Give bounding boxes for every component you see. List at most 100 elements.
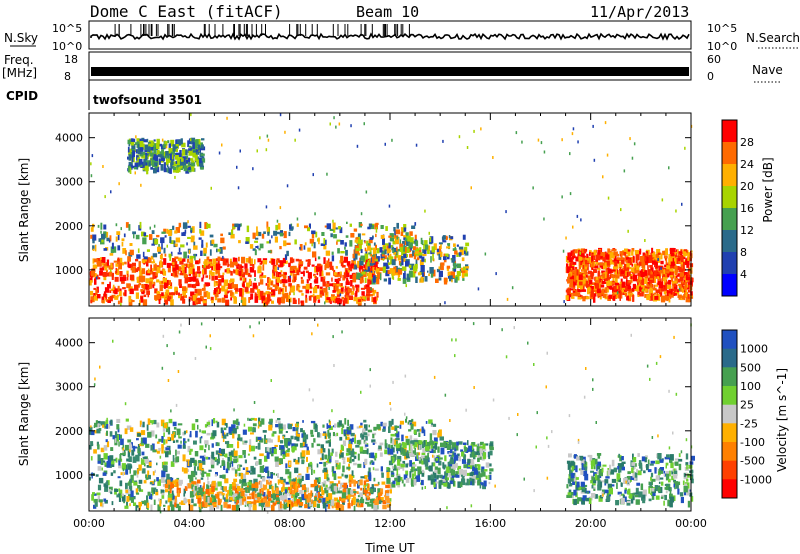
data-cell: [201, 495, 205, 500]
data-cell: [452, 267, 455, 271]
data-cell: [189, 504, 194, 512]
data-cell: [412, 246, 416, 251]
data-cell: [433, 462, 436, 467]
data-cell: [324, 225, 328, 228]
data-cell: [264, 504, 267, 512]
data-cell: [194, 288, 198, 294]
data-cell: [375, 233, 377, 238]
data-cell: [235, 502, 238, 505]
data-cell: [349, 456, 352, 462]
data-cell: [182, 298, 186, 304]
data-cell: [511, 286, 514, 290]
data-cell: [201, 277, 204, 282]
data-cell: [347, 419, 349, 426]
data-cell: [328, 504, 330, 509]
data-cell: [201, 457, 206, 462]
data-cell: [364, 286, 366, 289]
data-cell: [296, 499, 299, 505]
data-cell: [370, 288, 374, 293]
data-cell: [154, 295, 159, 300]
data-cell: [254, 482, 259, 489]
data-cell: [364, 436, 368, 441]
data-cell: [256, 226, 258, 233]
data-cell: [252, 264, 255, 269]
data-cell: [236, 269, 239, 276]
data-cell: [687, 268, 690, 273]
data-cell: [329, 481, 334, 484]
data-cell: [90, 227, 94, 232]
data-cell: [372, 263, 375, 268]
data-cell: [415, 251, 419, 254]
data-cell: [300, 276, 303, 280]
data-cell: [403, 245, 406, 252]
data-cell: [135, 292, 139, 299]
data-cell: [255, 461, 259, 466]
data-cell: [230, 233, 235, 239]
data-cell: [170, 162, 174, 169]
data-cell: [283, 240, 287, 247]
data-cell: [591, 267, 594, 270]
colorbar-segment: [722, 120, 737, 143]
data-cell: [165, 289, 170, 296]
data-cell: [233, 478, 238, 483]
data-cell: [227, 290, 232, 293]
data-cell: [221, 277, 224, 283]
data-cell: [446, 246, 451, 249]
data-cell: [97, 484, 102, 491]
data-cell: [364, 253, 369, 260]
data-cell: [579, 284, 583, 290]
data-cell: [406, 241, 410, 246]
data-cell: [326, 172, 328, 176]
data-cell: [332, 470, 336, 474]
data-cell: [128, 161, 133, 167]
data-cell: [141, 290, 145, 295]
data-cell: [191, 481, 195, 485]
data-cell: [313, 242, 316, 249]
data-cell: [382, 266, 386, 273]
data-cell: [444, 455, 447, 462]
data-cell: [675, 275, 678, 279]
data-cell: [121, 241, 124, 247]
data-cell: [119, 276, 124, 282]
data-cell: [109, 253, 114, 256]
data-cell: [418, 445, 421, 450]
data-cell: [291, 443, 296, 448]
data-cell: [359, 498, 365, 504]
data-cell: [217, 256, 221, 261]
data-cell: [166, 155, 168, 161]
data-cell: [521, 140, 523, 144]
data-cell: [446, 483, 451, 489]
data-cell: [424, 240, 428, 246]
data-cell: [133, 470, 137, 476]
data-cell: [347, 297, 349, 304]
data-cell: [218, 453, 222, 456]
data-cell: [119, 454, 122, 461]
data-cell: [397, 269, 403, 275]
data-cell: [347, 489, 352, 495]
data-cell: [312, 173, 314, 177]
data-cell: [204, 259, 208, 266]
data-cell: [267, 138, 270, 142]
data-cell: [424, 258, 426, 263]
data-cell: [685, 274, 690, 281]
data-cell: [165, 500, 168, 504]
data-cell: [658, 266, 663, 271]
data-cell: [254, 292, 257, 297]
data-cell: [342, 465, 345, 473]
cpid-strip: CPID twofsound 3501: [6, 80, 202, 110]
data-cell: [232, 433, 235, 439]
data-cell: [128, 456, 132, 462]
data-cell: [374, 223, 378, 230]
data-cell: [97, 454, 101, 461]
data-cell: [222, 434, 227, 439]
data-cell: [340, 260, 344, 267]
data-cell: [445, 442, 448, 445]
data-cell: [222, 458, 224, 462]
data-cell: [405, 261, 410, 267]
data-cell: [355, 247, 360, 252]
data-cell: [296, 223, 299, 227]
data-cell: [279, 206, 282, 210]
data-cell: [137, 141, 140, 144]
data-cell: [348, 451, 353, 456]
data-cell: [169, 481, 174, 489]
